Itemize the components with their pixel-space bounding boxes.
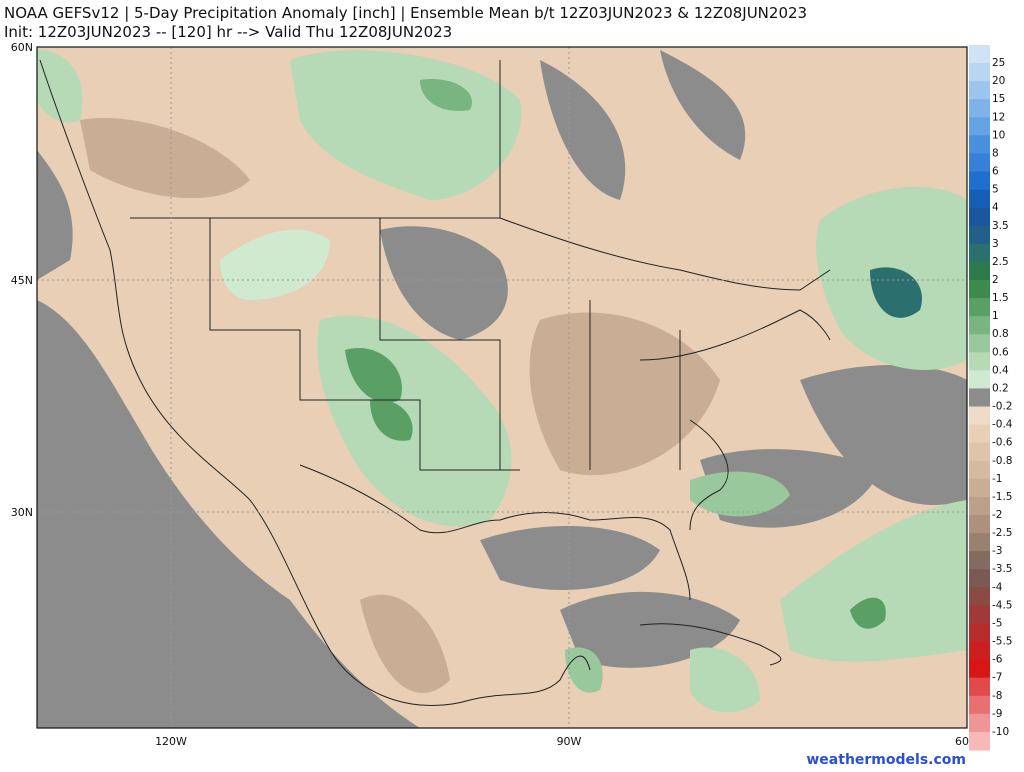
colorbar-swatch (969, 243, 990, 263)
colorbar-swatch (969, 677, 990, 697)
colorbar-label: 25 (992, 57, 1005, 69)
colorbar-label: -0.8 (992, 455, 1013, 467)
lon-label: 90W (557, 735, 582, 748)
colorbar-label: 5 (992, 184, 999, 196)
colorbar-swatch (969, 189, 990, 209)
colorbar-swatch (969, 424, 990, 444)
colorbar-swatch (969, 605, 990, 624)
colorbar-label: -0.6 (992, 437, 1013, 449)
colorbar-label: -10 (992, 726, 1009, 738)
colorbar-label: 12 (992, 111, 1005, 123)
colorbar-swatch (969, 45, 990, 64)
colorbar-label: 0.6 (992, 346, 1009, 358)
colorbar-label: 3 (992, 238, 999, 250)
colorbar-swatch (969, 171, 990, 191)
colorbar-swatch (969, 280, 990, 299)
colorbar-label: -5.5 (992, 636, 1013, 648)
colorbar-label: -4 (992, 581, 1003, 593)
colorbar-label: -3 (992, 545, 1002, 557)
colorbar-swatch (969, 533, 990, 552)
colorbar-swatch (969, 496, 990, 516)
colorbar-label: -9 (992, 708, 1002, 720)
colorbar-label: -8 (992, 690, 1002, 702)
colorbar: 25 20 15 12 10 8 6 5 4 3.5 3 2.5 2 1.5 1 0.8 0.6 0.4 0.2 -0… (969, 45, 1013, 751)
colorbar-label: -1 (992, 473, 1002, 485)
colorbar-swatch (969, 334, 990, 353)
lat-label: 45N (11, 274, 33, 287)
colorbar-swatch (969, 207, 990, 227)
colorbar-label: 20 (992, 75, 1005, 87)
colorbar-label: 1 (992, 310, 999, 322)
colorbar-swatch (969, 515, 990, 534)
lat-label: 60N (11, 41, 33, 54)
colorbar-swatch (969, 442, 990, 462)
colorbar-swatch (969, 695, 990, 715)
map (37, 47, 967, 728)
colorbar-swatch (969, 623, 990, 643)
colorbar-swatch (969, 316, 990, 335)
colorbar-label: -2 (992, 509, 1002, 521)
colorbar-label: 15 (992, 93, 1005, 105)
colorbar-swatch (969, 99, 990, 118)
colorbar-label: 3.5 (992, 220, 1009, 232)
colorbar-swatch (969, 713, 990, 733)
colorbar-swatch (969, 63, 990, 82)
colorbar-swatch (969, 370, 990, 389)
colorbar-swatch (969, 153, 990, 173)
credit: weathermodels.com (806, 752, 966, 768)
colorbar-swatch (969, 478, 990, 498)
colorbar-label: 4 (992, 202, 999, 214)
colorbar-label: 1.5 (992, 292, 1009, 304)
colorbar-swatch (969, 460, 990, 480)
colorbar-label: -0.4 (992, 419, 1013, 431)
colorbar-label: -6 (992, 654, 1003, 666)
colorbar-swatch (969, 388, 990, 408)
colorbar-swatch (969, 225, 990, 245)
map-frame (36, 46, 968, 729)
colorbar-label: -7 (992, 672, 1002, 684)
colorbar-swatch (969, 135, 990, 154)
lon-label: 60 (955, 735, 969, 748)
lat-label: 30N (11, 506, 33, 519)
colorbar-swatch (969, 81, 990, 100)
colorbar-swatch (969, 731, 990, 751)
colorbar-label: 0.2 (992, 382, 1009, 394)
colorbar-label: -0.2 (992, 401, 1013, 413)
colorbar-swatch (969, 641, 990, 661)
colorbar-label: 10 (992, 129, 1005, 141)
colorbar-label: -1.5 (992, 491, 1013, 503)
colorbar-label: 2.5 (992, 256, 1009, 268)
colorbar-label: 0.8 (992, 328, 1009, 340)
colorbar-label: 8 (992, 147, 999, 159)
title-line-2: Init: 12Z03JUN2023 -- [120] hr --> Valid… (4, 23, 452, 41)
colorbar-swatch (969, 587, 990, 606)
lon-label: 120W (155, 735, 187, 748)
colorbar-swatch (969, 569, 990, 588)
colorbar-label: 6 (992, 166, 999, 178)
colorbar-swatch (969, 261, 990, 281)
colorbar-label: -5 (992, 617, 1002, 629)
colorbar-label: 0.4 (992, 364, 1009, 376)
colorbar-swatch (969, 298, 990, 317)
colorbar-label: -3.5 (992, 563, 1013, 575)
colorbar-label: -2.5 (992, 527, 1013, 539)
colorbar-label: 2 (992, 274, 999, 286)
colorbar-label: -4.5 (992, 599, 1013, 611)
title-line-1: NOAA GEFSv12 | 5-Day Precipitation Anoma… (4, 4, 807, 22)
colorbar-swatch (969, 551, 990, 570)
colorbar-swatch (969, 352, 990, 371)
colorbar-swatch (969, 117, 990, 136)
colorbar-swatch (969, 406, 990, 426)
colorbar-swatch (969, 659, 990, 679)
